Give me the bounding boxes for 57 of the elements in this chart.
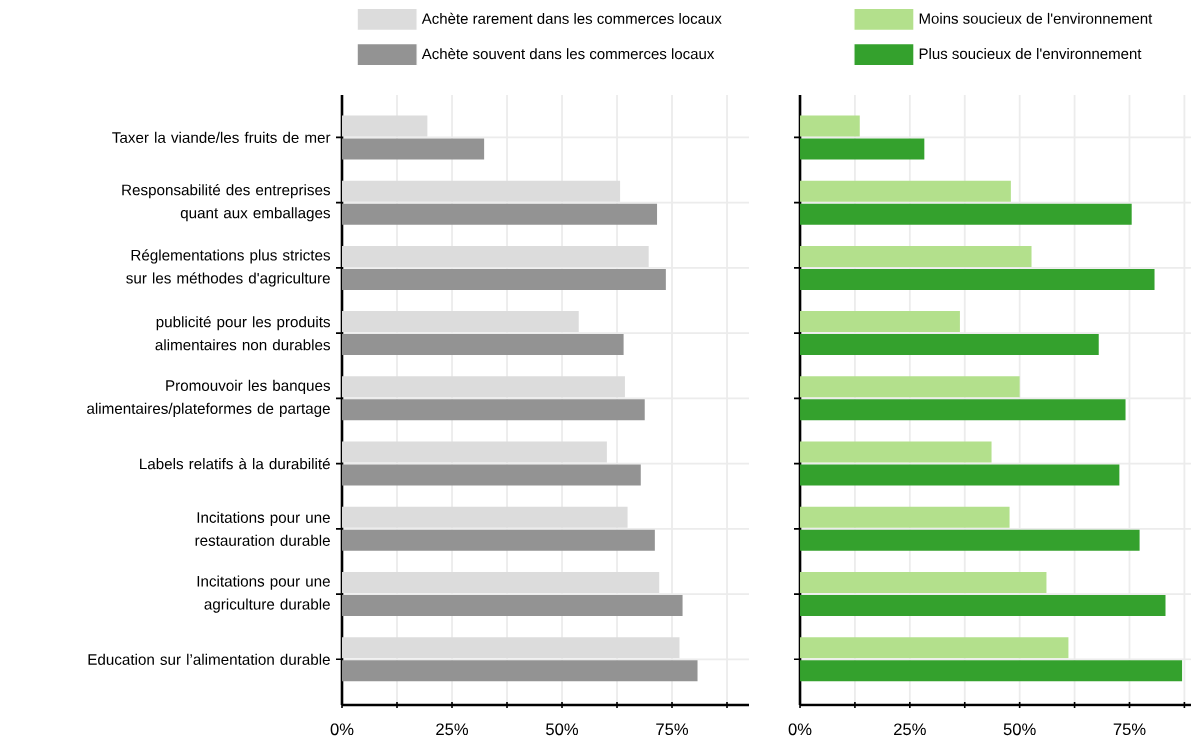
y-tick-label: Réglementations plus strictes sur les méthodes d'agriculture [126, 249, 331, 287]
bar [800, 399, 1126, 421]
bar [342, 637, 680, 659]
bar [800, 138, 925, 160]
bar [800, 506, 1010, 528]
x-tick-label: 75% [656, 723, 689, 736]
bar [800, 245, 1032, 267]
x-tick-label: 25% [436, 723, 469, 736]
x-tick-label: 25% [894, 723, 926, 736]
y-tick-label: Taxer la viande/les fruits de mer [112, 131, 331, 143]
bar [800, 529, 1140, 551]
bar [342, 572, 660, 594]
y-tick-label: publicité pour les produits alimentaires non durables [155, 315, 331, 351]
bar [342, 376, 625, 398]
legend-label: Moins soucieux de l'environnement [919, 12, 1153, 24]
bar [342, 441, 607, 463]
bar [342, 115, 428, 137]
x-tick-label: 75% [1113, 723, 1146, 736]
bar [342, 334, 624, 356]
bar [800, 595, 1166, 617]
bar [800, 464, 1120, 486]
bar [800, 660, 1183, 682]
bar [800, 180, 1011, 202]
x-tick-label: 50% [546, 723, 579, 736]
legend-label: Plus soucieux de l'environnement [919, 48, 1142, 60]
legend-label: Achète rarement dans les commerces locaux [421, 12, 722, 24]
bar [342, 660, 698, 682]
y-tick-label: Responsabilité des entreprises quant aux emballages [122, 183, 331, 222]
y-tick-label: Incitations pour une restauration durable [195, 511, 330, 546]
bar [342, 245, 649, 267]
bar [342, 464, 641, 486]
bar [800, 203, 1132, 225]
y-tick-label: Incitations pour une agriculture durable [197, 575, 330, 613]
bar [800, 311, 960, 333]
bar [800, 441, 992, 463]
bar [800, 376, 1020, 398]
bar [342, 203, 658, 225]
bar [800, 572, 1047, 594]
bar [800, 115, 860, 137]
bar [342, 595, 683, 617]
bar [800, 637, 1069, 659]
bar [342, 506, 628, 528]
x-tick-label: 0% [330, 723, 354, 736]
bar [342, 268, 666, 290]
y-tick-label: Promouvoir les banques alimentaires/plateformes de partage [87, 379, 331, 417]
x-tick-label: 0% [788, 723, 812, 736]
bar [800, 334, 1099, 356]
bar [342, 311, 579, 333]
bar [342, 399, 645, 421]
y-tick-label: Education sur l’alimentation durable [88, 653, 330, 665]
bar [800, 268, 1155, 290]
x-tick-label: 50% [1003, 723, 1036, 736]
bar [342, 529, 655, 551]
y-tick-label: Labels relatifs à la durabilité [140, 457, 330, 470]
legend-label: Achète souvent dans les commerces locaux [421, 47, 715, 60]
bar [342, 180, 621, 202]
bar [342, 138, 485, 160]
